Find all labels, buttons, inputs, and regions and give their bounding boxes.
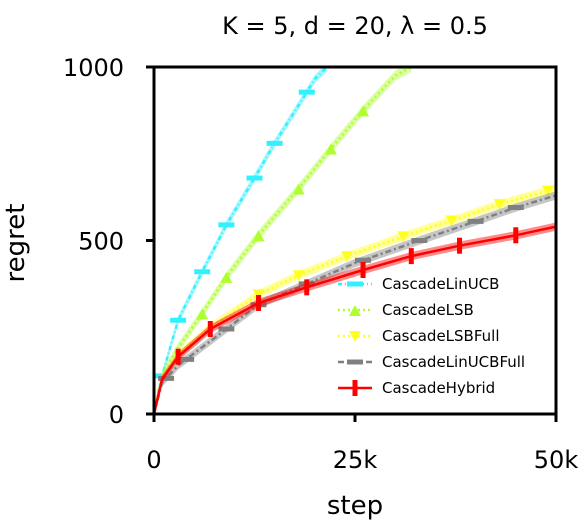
confidence-band [154,222,556,414]
marker-triangle-up [252,230,265,242]
legend-item: CascadeLinUCB [338,275,499,293]
y-tick-label: 500 [78,228,124,256]
legend-item: CascadeLSB [338,301,474,319]
y-axis-label: regret [1,204,31,283]
legend-label: CascadeHybrid [382,379,495,397]
marker-triangle-up [357,105,370,117]
y-axis: 0 500 1000 [63,54,154,429]
legend-label: CascadeLinUCB [382,275,499,293]
y-tick-label: 0 [109,401,124,429]
marker-triangle-up [292,183,305,195]
series-CascadeHybrid [154,222,556,414]
legend-item: CascadeHybrid [338,379,495,397]
x-axis-label: step [327,491,383,520]
x-axis: 0 25k 50k [146,414,578,474]
y-tick-label: 1000 [63,54,124,82]
legend: CascadeLinUCB CascadeLSB CascadeLSBFull Cas… [338,275,525,397]
legend-marker [349,305,361,316]
legend-label: CascadeLSB [382,301,474,319]
legend-label: CascadeLinUCBFull [382,353,525,371]
marker-triangle-up [324,143,337,155]
marker-triangle-down [340,251,353,263]
marker-triangle-down [541,185,554,197]
chart-title: K = 5, d = 20, λ = 0.5 [222,12,488,40]
marker-triangle-up [220,271,233,283]
confidence-band [154,67,412,414]
marker-triangle-down [493,199,506,211]
x-tick-label: 0 [146,446,161,474]
legend-marker [349,331,361,342]
legend-label: CascadeLSBFull [382,327,500,345]
x-tick-label: 25k [333,446,378,474]
marker-triangle-down [397,231,410,243]
marker-triangle-up [196,308,209,320]
legend-item: CascadeLSBFull [338,327,500,345]
series-line [154,67,412,414]
series-CascadeLSB [154,67,412,414]
legend-item: CascadeLinUCBFull [338,353,525,371]
marker-triangle-down [445,215,458,227]
marker-triangle-down [252,289,265,301]
x-tick-label: 50k [534,446,579,474]
marker-triangle-down [292,270,305,282]
plot-area [154,67,556,414]
